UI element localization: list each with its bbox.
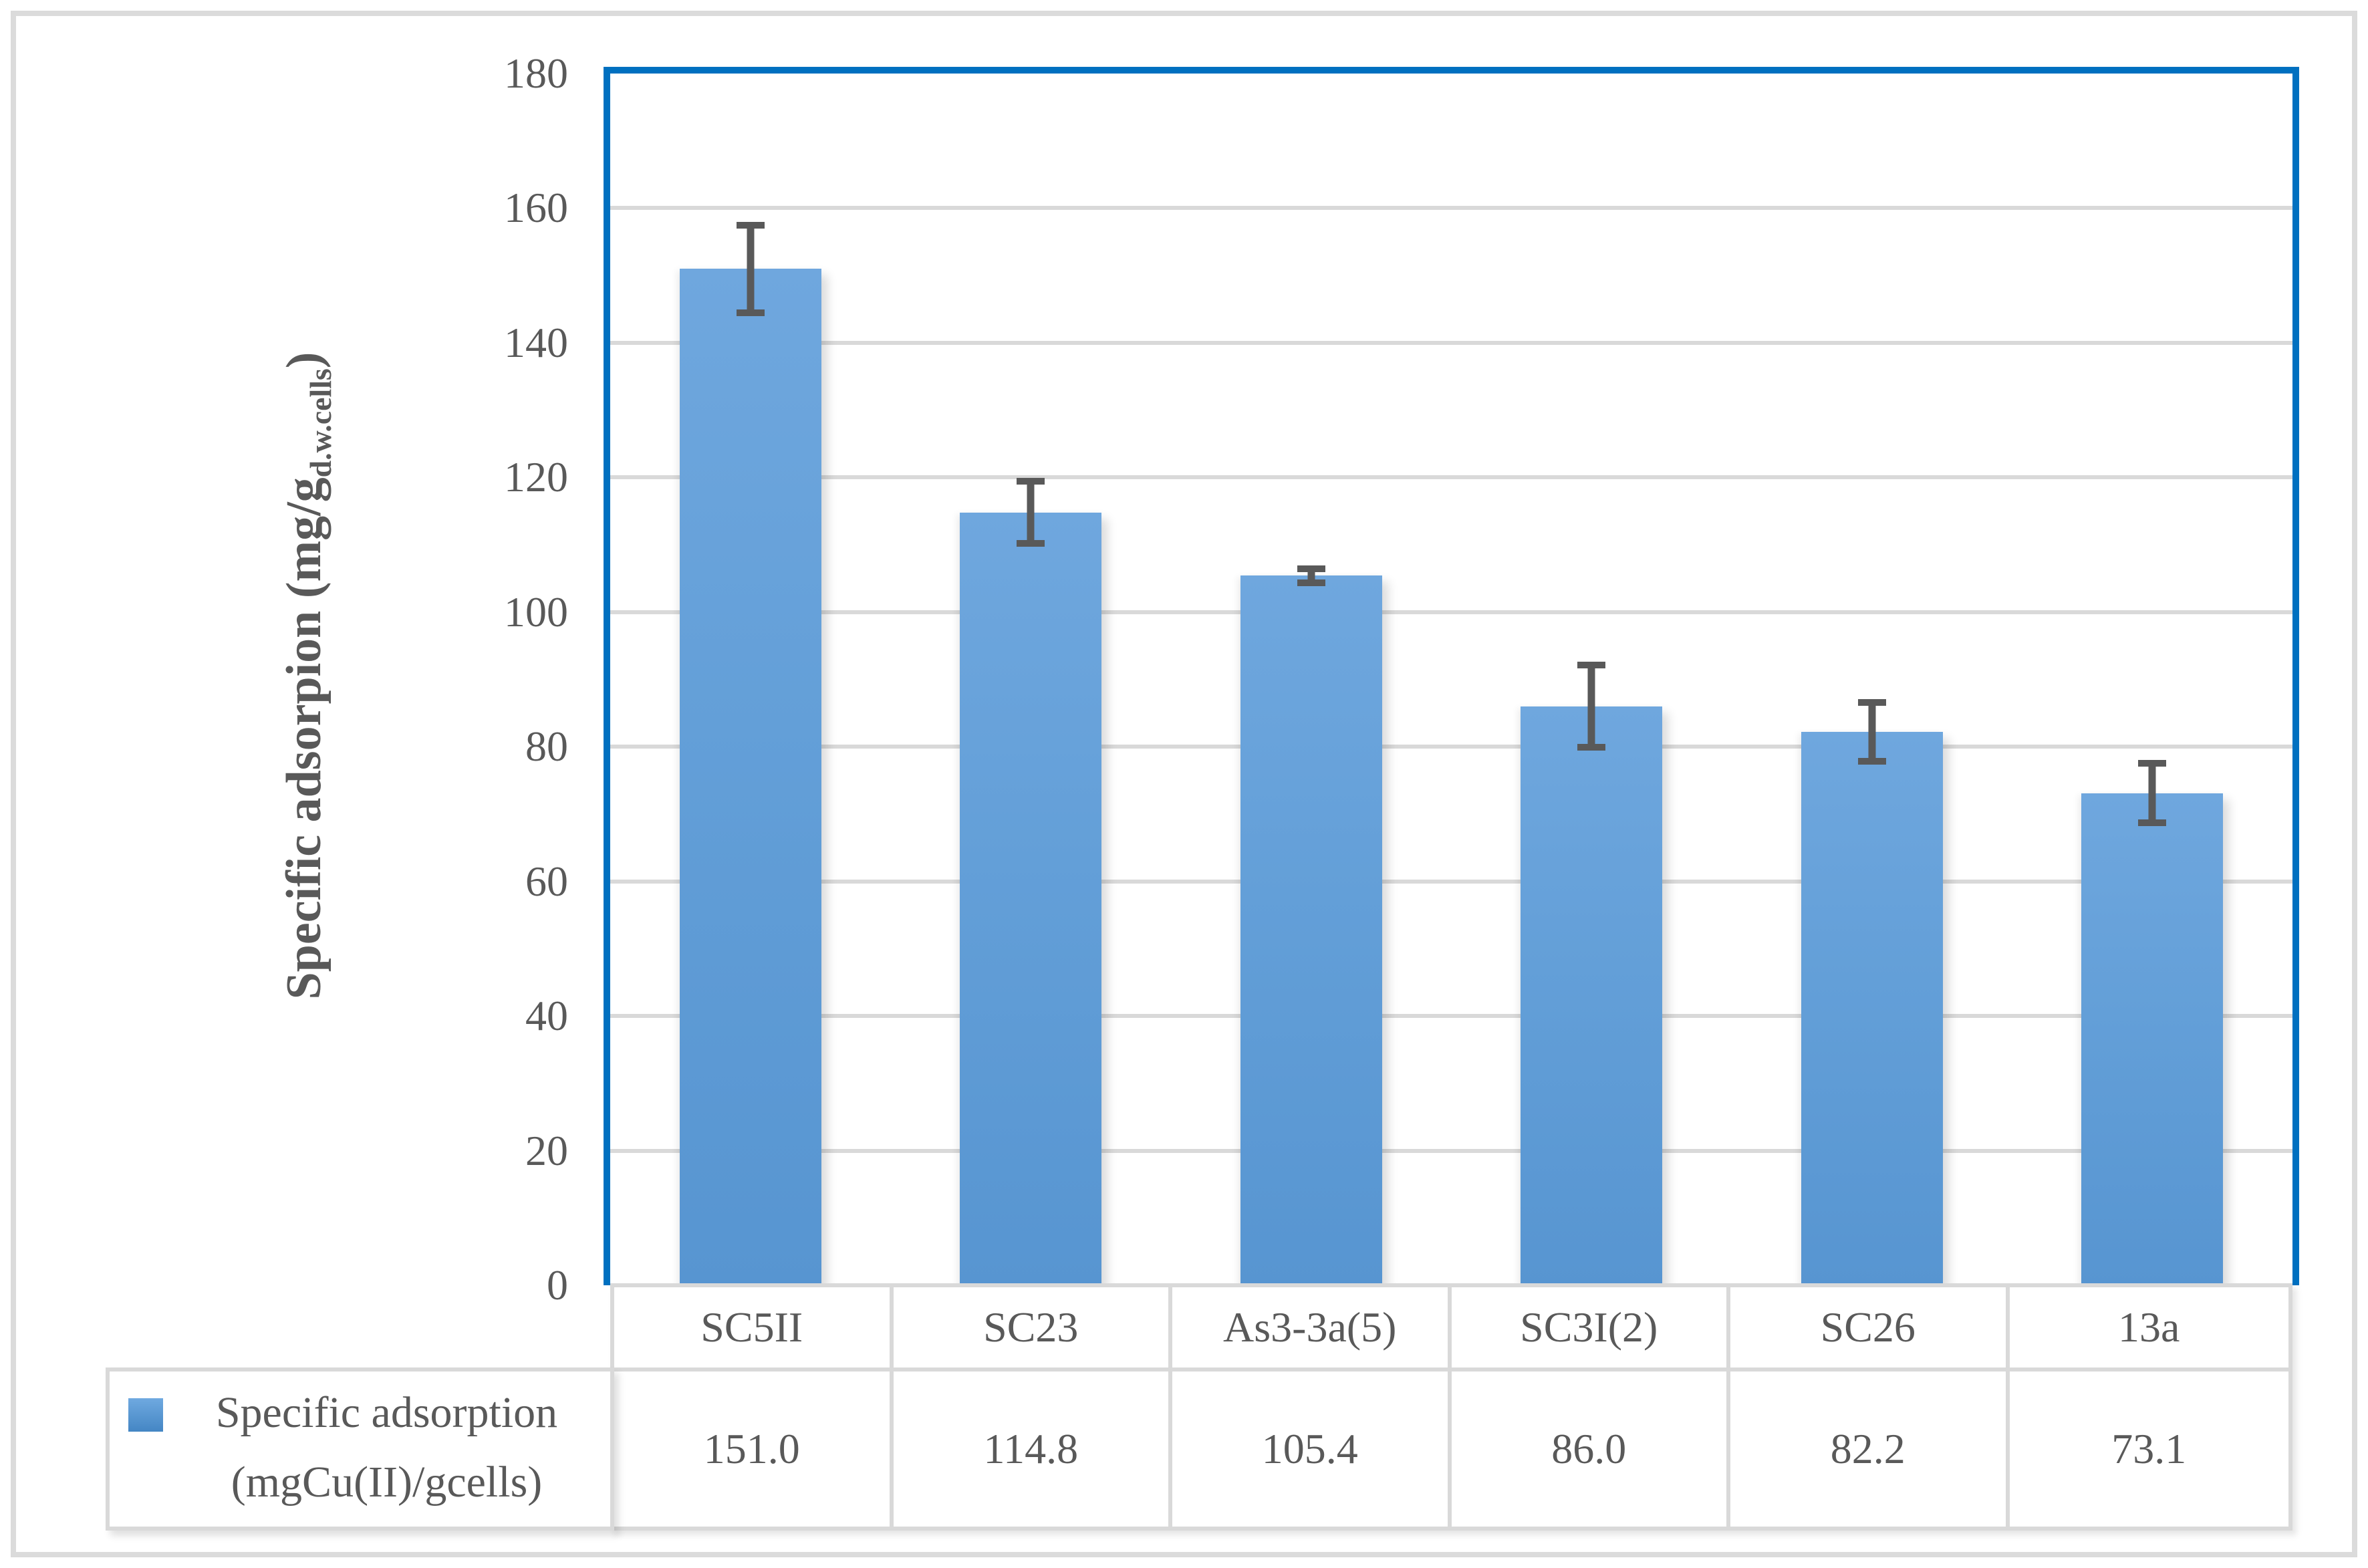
value-cell-13a: 73.1 (2009, 1371, 2288, 1527)
error-bar-bottom-cap (1297, 579, 1325, 586)
error-bar-bottom-cap (736, 309, 765, 316)
y-tick-label-40: 40 (525, 992, 568, 1040)
gridline-160 (610, 206, 2292, 211)
bar-SC5II (679, 269, 821, 1285)
y-tick-label-180: 180 (504, 49, 568, 97)
error-bar-SC23 (1017, 478, 1045, 547)
value-cell-As3-3a(5): 105.4 (1172, 1371, 1452, 1527)
legend-cell: Specific adsorption (mgCu(II)/gcells) (106, 1367, 614, 1531)
error-bar-SC26 (1857, 698, 1886, 765)
bar-SC23 (960, 512, 1102, 1285)
legend-label-line2: (mgCu(II)/gcells) (231, 1458, 543, 1507)
error-bar-bottom-cap (2138, 819, 2167, 827)
value-cell-SC23: 114.8 (893, 1371, 1172, 1527)
category-cell-As3-3a(5): As3-3a(5) (1172, 1287, 1452, 1371)
gridline-80 (610, 745, 2292, 749)
legend-label-line1: Specific adsorption (215, 1388, 558, 1437)
category-cell-SC23: SC23 (893, 1287, 1172, 1371)
gridline-20 (610, 1148, 2292, 1153)
legend-series-marker-icon (128, 1398, 163, 1432)
value-cell-SC5II: 151.0 (614, 1371, 894, 1527)
category-cell-13a: 13a (2009, 1287, 2288, 1371)
category-cell-SC3I(2): SC3I(2) (1451, 1287, 1730, 1371)
data-table: SC5II SC23 As3-3a(5) SC3I(2) SC26 13a 151.0 11… (610, 1283, 2292, 1531)
error-bar-bottom-cap (1017, 540, 1045, 547)
gridline-40 (610, 1014, 2292, 1019)
category-row: SC5II SC23 As3-3a(5) SC3I(2) SC26 13a (614, 1287, 2288, 1371)
error-bar-stem (747, 221, 755, 316)
error-bar-13a (2138, 760, 2167, 827)
category-cell-SC5II: SC5II (614, 1287, 894, 1371)
value-row: 151.0 114.8 105.4 86.0 82.2 73.1 (614, 1371, 2288, 1527)
value-cell-SC26: 82.2 (1730, 1371, 2010, 1527)
error-bar-stem (1027, 478, 1035, 547)
y-tick-label-80: 80 (525, 723, 568, 771)
legend-label: Specific adsorption (mgCu(II)/gcells) (163, 1371, 610, 1517)
error-bar-SC5II (736, 221, 765, 316)
error-bar-stem (1868, 698, 1876, 765)
y-tick-label-20: 20 (525, 1126, 568, 1174)
y-tick-label-100: 100 (504, 587, 568, 636)
gridline-100 (610, 610, 2292, 614)
gridline-120 (610, 475, 2292, 480)
error-bar-stem (1587, 662, 1595, 751)
y-tick-label-120: 120 (504, 453, 568, 501)
error-bar-bottom-cap (1857, 758, 1886, 765)
bar-As3-3a(5) (1240, 575, 1382, 1285)
gridline-60 (610, 879, 2292, 884)
y-tick-label-160: 160 (504, 184, 568, 232)
category-cell-SC26: SC26 (1730, 1287, 2010, 1371)
error-bar-As3-3a(5) (1297, 565, 1325, 586)
plot-area (604, 67, 2299, 1285)
y-tick-label-0: 0 (547, 1261, 568, 1309)
error-bar-stem (2148, 760, 2156, 827)
error-bar-stem (1307, 565, 1315, 586)
gridline-140 (610, 340, 2292, 345)
y-tick-label-60: 60 (525, 857, 568, 905)
y-tick-label-140: 140 (504, 318, 568, 366)
error-bar-SC3I(2) (1577, 662, 1606, 751)
error-bar-bottom-cap (1577, 744, 1606, 751)
value-cell-SC3I(2): 86.0 (1451, 1371, 1730, 1527)
bar-SC26 (1801, 732, 1943, 1285)
bar-13a (2081, 793, 2224, 1285)
bar-SC3I(2) (1521, 706, 1663, 1285)
